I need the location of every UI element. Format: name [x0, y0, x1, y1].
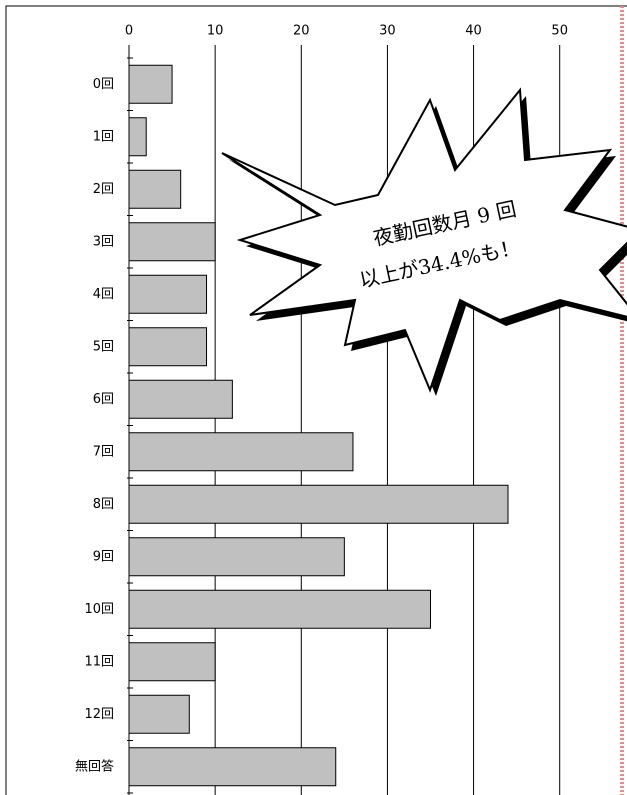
- callout: 夜勤回数月 9 回 以上が34.4%も！: [221, 87, 627, 396]
- frame: [5, 5, 627, 795]
- plot-area: 0 10 20 30 40 50 0回 1回 2回 3回 4回 5回 6回 7回 8回 9回 10回 11回 12回…: [75, 24, 568, 795]
- x-tick-label: 0: [125, 24, 133, 39]
- bar: [128, 379, 233, 419]
- y-tick-label: 4回: [93, 287, 114, 302]
- x-tick-label: 40: [465, 24, 482, 39]
- callout-burst: [221, 87, 627, 393]
- y-tick-label: 10回: [84, 602, 114, 617]
- y-tick-label: 無回答: [75, 758, 114, 774]
- bar: [128, 694, 190, 734]
- y-tick-label: 9回: [93, 549, 114, 564]
- y-tick-label: 1回: [93, 129, 114, 144]
- bar: [128, 484, 509, 524]
- y-tick-label: 8回: [93, 497, 114, 512]
- bar: [128, 537, 345, 577]
- bar: [128, 747, 337, 787]
- bar: [128, 327, 208, 367]
- y-tick-label: 2回: [93, 182, 114, 197]
- y-tick-label: 12回: [84, 707, 114, 722]
- bar: [128, 222, 216, 262]
- bar: [128, 589, 431, 629]
- y-tick-label: 5回: [93, 339, 114, 354]
- y-tick-label: 7回: [93, 444, 114, 459]
- bar: [128, 642, 216, 682]
- bar: [128, 274, 208, 314]
- bar: [128, 432, 354, 472]
- x-tick-label: 20: [293, 24, 310, 39]
- bar: [128, 64, 173, 104]
- y-tick-label: 11回: [84, 654, 114, 669]
- bar: [128, 117, 147, 157]
- x-tick-label: 10: [207, 24, 224, 39]
- y-tick-label: 6回: [93, 392, 114, 407]
- x-tick-label: 30: [379, 24, 396, 39]
- x-tick-label: 50: [551, 24, 568, 39]
- y-tick-label: 0回: [93, 77, 114, 92]
- y-tick-label: 3回: [93, 234, 114, 249]
- bar: [128, 169, 182, 209]
